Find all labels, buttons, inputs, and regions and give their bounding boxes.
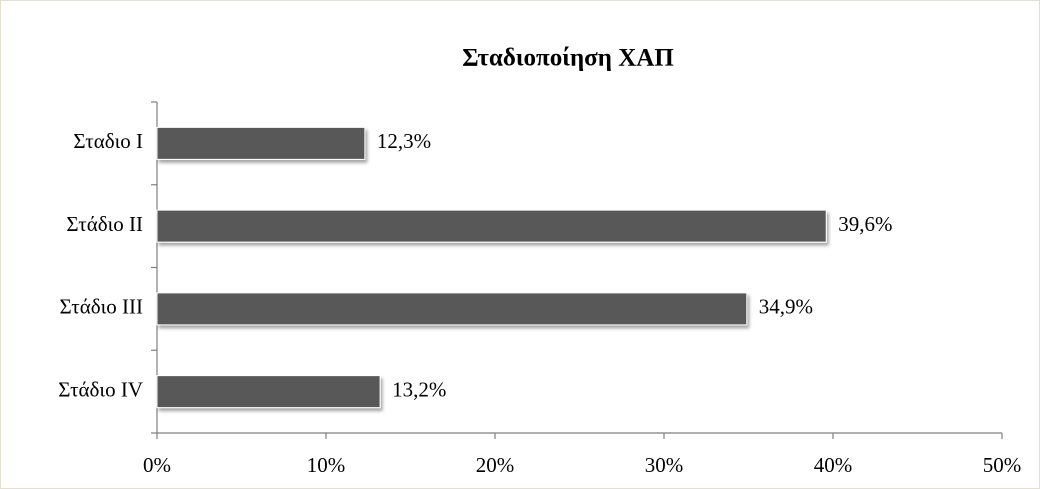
value-label: 13,2% [392, 377, 446, 401]
x-tick-label: 30% [645, 453, 684, 477]
value-label: 34,9% [759, 295, 813, 319]
y-tick-label: Στάδιο ΙV [58, 377, 143, 401]
value-label: 12,3% [377, 129, 431, 153]
x-tick-label: 50% [983, 453, 1022, 477]
y-tick-label: Σταδιο Ι [73, 129, 143, 153]
x-tick-label: 20% [476, 453, 515, 477]
bar [156, 292, 748, 326]
x-tick-label: 0% [143, 453, 171, 477]
bar [156, 126, 366, 160]
x-tick-label: 40% [814, 453, 853, 477]
bar [156, 209, 827, 243]
x-tick-label: 10% [307, 453, 346, 477]
bar [156, 375, 381, 409]
y-tick-label: Στάδιο ΙΙΙ [59, 295, 143, 319]
chart-title: Σταδιοποίηση ΧΑΠ [462, 45, 674, 72]
y-tick-label: Στάδιο ΙΙ [66, 212, 143, 236]
value-label: 39,6% [838, 212, 892, 236]
